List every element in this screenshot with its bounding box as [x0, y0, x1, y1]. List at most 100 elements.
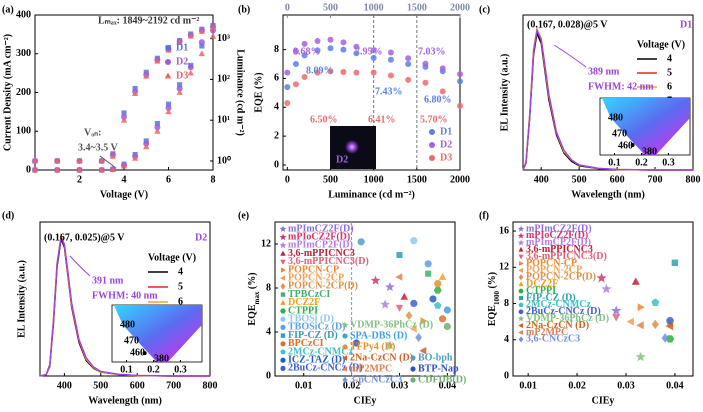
legend-marker [280, 275, 286, 281]
data-point [154, 120, 160, 127]
data-point [438, 315, 447, 323]
data-point [154, 57, 161, 64]
legend-marker [280, 267, 286, 273]
x-tick-label: 0 [285, 174, 290, 185]
data-point [434, 280, 442, 288]
data-point [434, 301, 442, 309]
annotation: 5.70% [420, 114, 448, 125]
x-tick-label: 400 [57, 380, 72, 391]
inset-tick-label: 0.2 [147, 364, 160, 375]
legend-marker [164, 72, 172, 79]
wavelength-label: 480 [120, 319, 135, 330]
data-point [284, 84, 291, 91]
data-point [292, 81, 299, 88]
data-point [165, 108, 172, 115]
legend-label: ICZ-TAZ (D) [288, 354, 345, 365]
data-point [457, 102, 463, 109]
legend-marker [518, 281, 524, 287]
legend-label: 4 [667, 53, 672, 64]
wavelength-label: 460 [130, 347, 145, 358]
panel-label: (c) [479, 4, 490, 15]
data-point [292, 61, 299, 68]
data-point [405, 311, 413, 320]
data-point [120, 116, 128, 123]
data-point [422, 79, 429, 86]
data-point [284, 69, 291, 76]
plot-frame [512, 221, 694, 377]
legend-label: FIP-CZ (D) [288, 330, 338, 341]
legend-label: mPImCP2F(D) [288, 240, 353, 251]
legend-marker [279, 225, 287, 232]
x-tick-label: 500 [572, 174, 587, 185]
x-tick-label: 8 [211, 174, 216, 185]
legend-marker [410, 377, 416, 383]
data-point [396, 251, 403, 259]
x-tick-label: 600 [130, 380, 145, 391]
x-tick-label: 800 [203, 380, 218, 391]
data-point [176, 89, 183, 95]
y-tick-label: 0 [266, 370, 271, 381]
legend-marker [517, 239, 525, 246]
x-tick-label: 0.03 [391, 380, 409, 391]
plot-frame [34, 14, 214, 171]
legend-marker [518, 336, 524, 343]
plot-frame [522, 14, 694, 171]
x-tick-label: 400 [534, 174, 549, 185]
y2-tick-label: 10⁰ [217, 155, 231, 166]
legend-label: BPCzCI [288, 338, 324, 349]
legend-marker [280, 341, 286, 347]
x-tick-label: 700 [166, 380, 181, 391]
legend-marker [342, 344, 348, 350]
legend-label: CDFDB(D) [418, 374, 466, 385]
legend-marker [165, 45, 171, 51]
x-tick-label: 0.02 [568, 380, 586, 391]
legend-marker [165, 59, 171, 65]
annotation: D2 [336, 154, 348, 165]
data-point [387, 56, 394, 63]
data-point [419, 346, 427, 355]
data-point [387, 49, 394, 56]
y-tick-label: 200 [16, 87, 31, 98]
x2-tick-label: 0 [285, 2, 290, 13]
y-axis-label: EQEmax (%) [247, 272, 260, 325]
data-point [666, 316, 674, 325]
plot-frame [274, 221, 456, 377]
data-point [665, 322, 674, 331]
data-point [612, 314, 621, 322]
legend-marker [280, 349, 286, 355]
x2-tick-label: 500 [323, 2, 338, 13]
x2-tick-label: 2000 [450, 2, 470, 13]
x2-tick-label: 1000 [364, 2, 384, 13]
annotation: 389 nm [588, 66, 620, 77]
data-point [284, 99, 291, 106]
data-point [198, 50, 205, 57]
legend-marker [519, 261, 524, 266]
x-axis-label: Wavelength (nm) [571, 189, 645, 200]
annotation: 6.50% [310, 114, 338, 125]
legend-label: D3 [440, 152, 452, 163]
legend-label: 2BuCz-CNCz (D) [288, 363, 363, 374]
data-point [154, 127, 161, 134]
wavelength-label: 480 [608, 112, 623, 123]
x-axis-label: CIEy [354, 395, 377, 406]
data-point [415, 333, 422, 342]
legend-marker [518, 274, 524, 281]
legend-marker [517, 315, 525, 322]
data-point [380, 299, 390, 309]
data-point [443, 322, 451, 331]
legend-marker [341, 321, 349, 328]
legend-label: VDMP-36PhCz (D) [526, 313, 609, 324]
data-point [385, 340, 395, 350]
inset-glow [345, 140, 359, 154]
x-tick-label: 0.04 [439, 380, 457, 391]
panel-label: (f) [479, 210, 489, 221]
annotation: FWHM: 42 nm [588, 81, 654, 92]
legend-label: D2 [440, 139, 452, 150]
legend-label: POPCN-2CP [288, 272, 344, 283]
y-axis-label-part: (%) [247, 272, 258, 291]
data-point [98, 166, 105, 173]
data-point [353, 43, 360, 50]
x-tick-label: 4 [122, 174, 127, 185]
data-point [637, 303, 645, 312]
annotation: FWHM: 40 nm [92, 290, 158, 301]
